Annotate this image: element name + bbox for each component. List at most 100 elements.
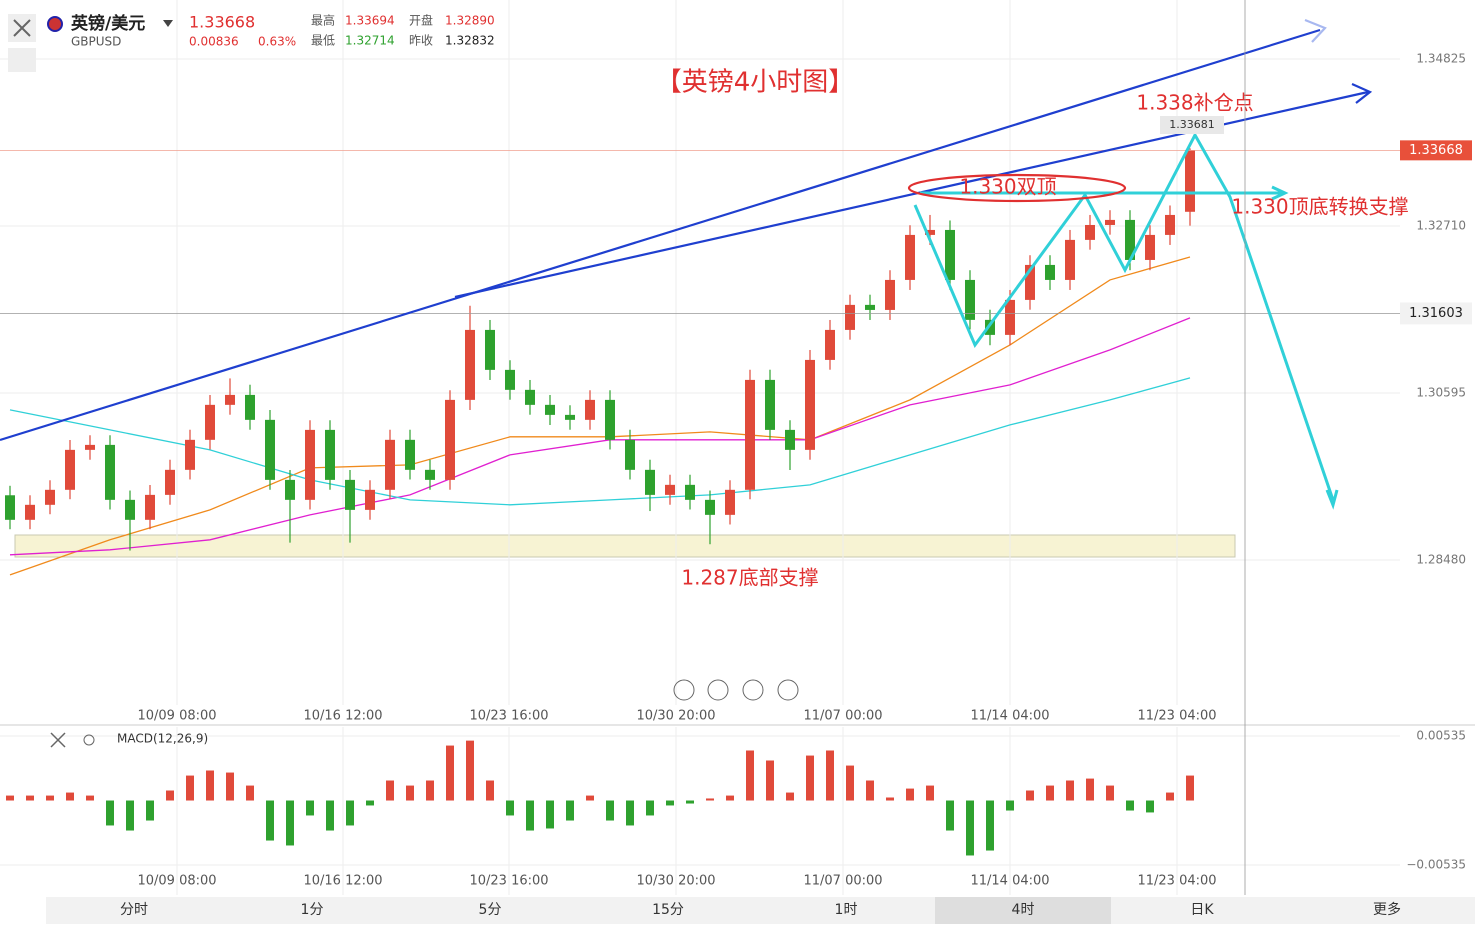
- candle-body: [145, 494, 155, 520]
- macd-bar: [326, 800, 334, 831]
- macd-bar: [886, 797, 894, 801]
- candle-body: [305, 429, 315, 500]
- macd-bar: [846, 765, 854, 801]
- x-tick-label: 10/16 12:00: [303, 874, 382, 889]
- arrow-head: [1325, 489, 1339, 510]
- candle-body: [785, 429, 795, 450]
- next[interactable]: [742, 679, 764, 701]
- candle-body: [685, 484, 695, 500]
- macd-bar: [686, 800, 694, 804]
- candle-body: [445, 399, 455, 480]
- macd-bar: [186, 775, 194, 801]
- moving-average: [9, 377, 1191, 506]
- candle-body: [645, 469, 655, 495]
- tab[interactable]: 日K: [1190, 902, 1214, 918]
- candle-body: [385, 439, 395, 490]
- macd-bar: [586, 795, 594, 801]
- tab[interactable]: 15分: [652, 902, 684, 918]
- tab[interactable]: 更多: [1373, 901, 1401, 918]
- candle-body: [5, 495, 15, 520]
- candle-body: [505, 369, 515, 390]
- tab[interactable]: 4时: [1012, 902, 1035, 918]
- zoom-out[interactable]: [673, 679, 695, 701]
- macd-bar: [1066, 780, 1074, 801]
- active-tab-bg: [935, 897, 1111, 924]
- candle-body: [585, 399, 595, 420]
- candle-body: [565, 414, 575, 420]
- x-tick-label: 11/23 04:00: [1137, 709, 1216, 724]
- zoom-controls: [673, 679, 799, 701]
- macd-bar: [506, 800, 514, 816]
- y-tick-label: 1.28480: [1416, 553, 1466, 567]
- candle-body: [665, 484, 675, 495]
- macd-settings[interactable]: [83, 734, 95, 746]
- close-icon: [13, 19, 31, 37]
- macd-bar: [546, 800, 554, 829]
- macd-bar: [126, 800, 134, 831]
- trend-line: [0, 28, 1321, 442]
- candle-body: [85, 444, 95, 450]
- macd-title: MACD(12,26,9): [117, 732, 208, 746]
- pair-name[interactable]: 英镑/美元: [71, 13, 145, 34]
- macd-bar: [26, 795, 34, 801]
- candle-body: [25, 504, 35, 520]
- candle-body: [1005, 299, 1015, 335]
- prev[interactable]: [707, 679, 729, 701]
- dropdown-icon[interactable]: [163, 20, 173, 27]
- expand-button[interactable]: [8, 48, 36, 72]
- candle-body: [705, 499, 715, 515]
- last-price-label: 1.33668: [1409, 143, 1463, 158]
- candle-body: [205, 404, 215, 440]
- macd-close[interactable]: [50, 732, 66, 748]
- macd-bar: [466, 740, 474, 801]
- tab[interactable]: 1分: [301, 902, 324, 918]
- candle-body: [165, 469, 175, 495]
- y-tick-label: 1.30595: [1416, 386, 1466, 400]
- candle-body: [1085, 224, 1095, 240]
- macd-bar: [626, 800, 634, 826]
- x-tick-label: 11/07 00:00: [803, 874, 882, 889]
- tab[interactable]: 5分: [479, 902, 502, 918]
- macd-bar: [246, 785, 254, 801]
- x-tick-label: 11/14 04:00: [970, 709, 1049, 724]
- candle-body: [405, 439, 415, 470]
- arrow-head: [1351, 82, 1373, 104]
- tab[interactable]: 1时: [835, 902, 858, 918]
- macd-bar: [406, 785, 414, 801]
- candle-body: [905, 234, 915, 280]
- macd-bar: [526, 800, 534, 831]
- candle-body: [245, 394, 255, 420]
- x-tick-label: 11/07 00:00: [803, 709, 882, 724]
- candle-body: [805, 359, 815, 450]
- candle-body: [225, 394, 235, 405]
- zoom-in[interactable]: [777, 679, 799, 701]
- candle-body: [1145, 234, 1155, 260]
- y-tick-label: 1.34825: [1416, 51, 1466, 65]
- tab[interactable]: 分时: [120, 902, 148, 918]
- candle-body: [125, 499, 135, 520]
- crosshair-label: 1.31603: [1409, 306, 1463, 321]
- macd-bar: [386, 780, 394, 801]
- x-tick-label: 11/14 04:00: [970, 874, 1049, 889]
- candle-body: [545, 404, 555, 415]
- change-pct: 0.63%: [258, 35, 296, 49]
- x-tick-label: 10/09 08:00: [137, 709, 216, 724]
- candle-body: [865, 304, 875, 310]
- macd-bar: [226, 772, 234, 801]
- macd-bar: [1126, 800, 1134, 811]
- candle-body: [1025, 264, 1035, 300]
- stat-label: 开盘: [409, 13, 433, 28]
- annotation: 1.287底部支撑: [681, 566, 818, 590]
- candle-body: [765, 379, 775, 430]
- macd-bar: [906, 788, 914, 801]
- candle-body: [365, 489, 375, 510]
- stat-value: 1.32714: [345, 34, 395, 48]
- last-price-tag: [1400, 140, 1472, 161]
- main-chart: 1.34825 1.32710 1.30595 1.28480 10/09 08:00 1…: [0, 0, 1472, 724]
- candle-body: [525, 389, 535, 405]
- y-tick-label: −0.00535: [1406, 857, 1466, 871]
- candle-body: [845, 304, 855, 330]
- macd-bar: [146, 800, 154, 821]
